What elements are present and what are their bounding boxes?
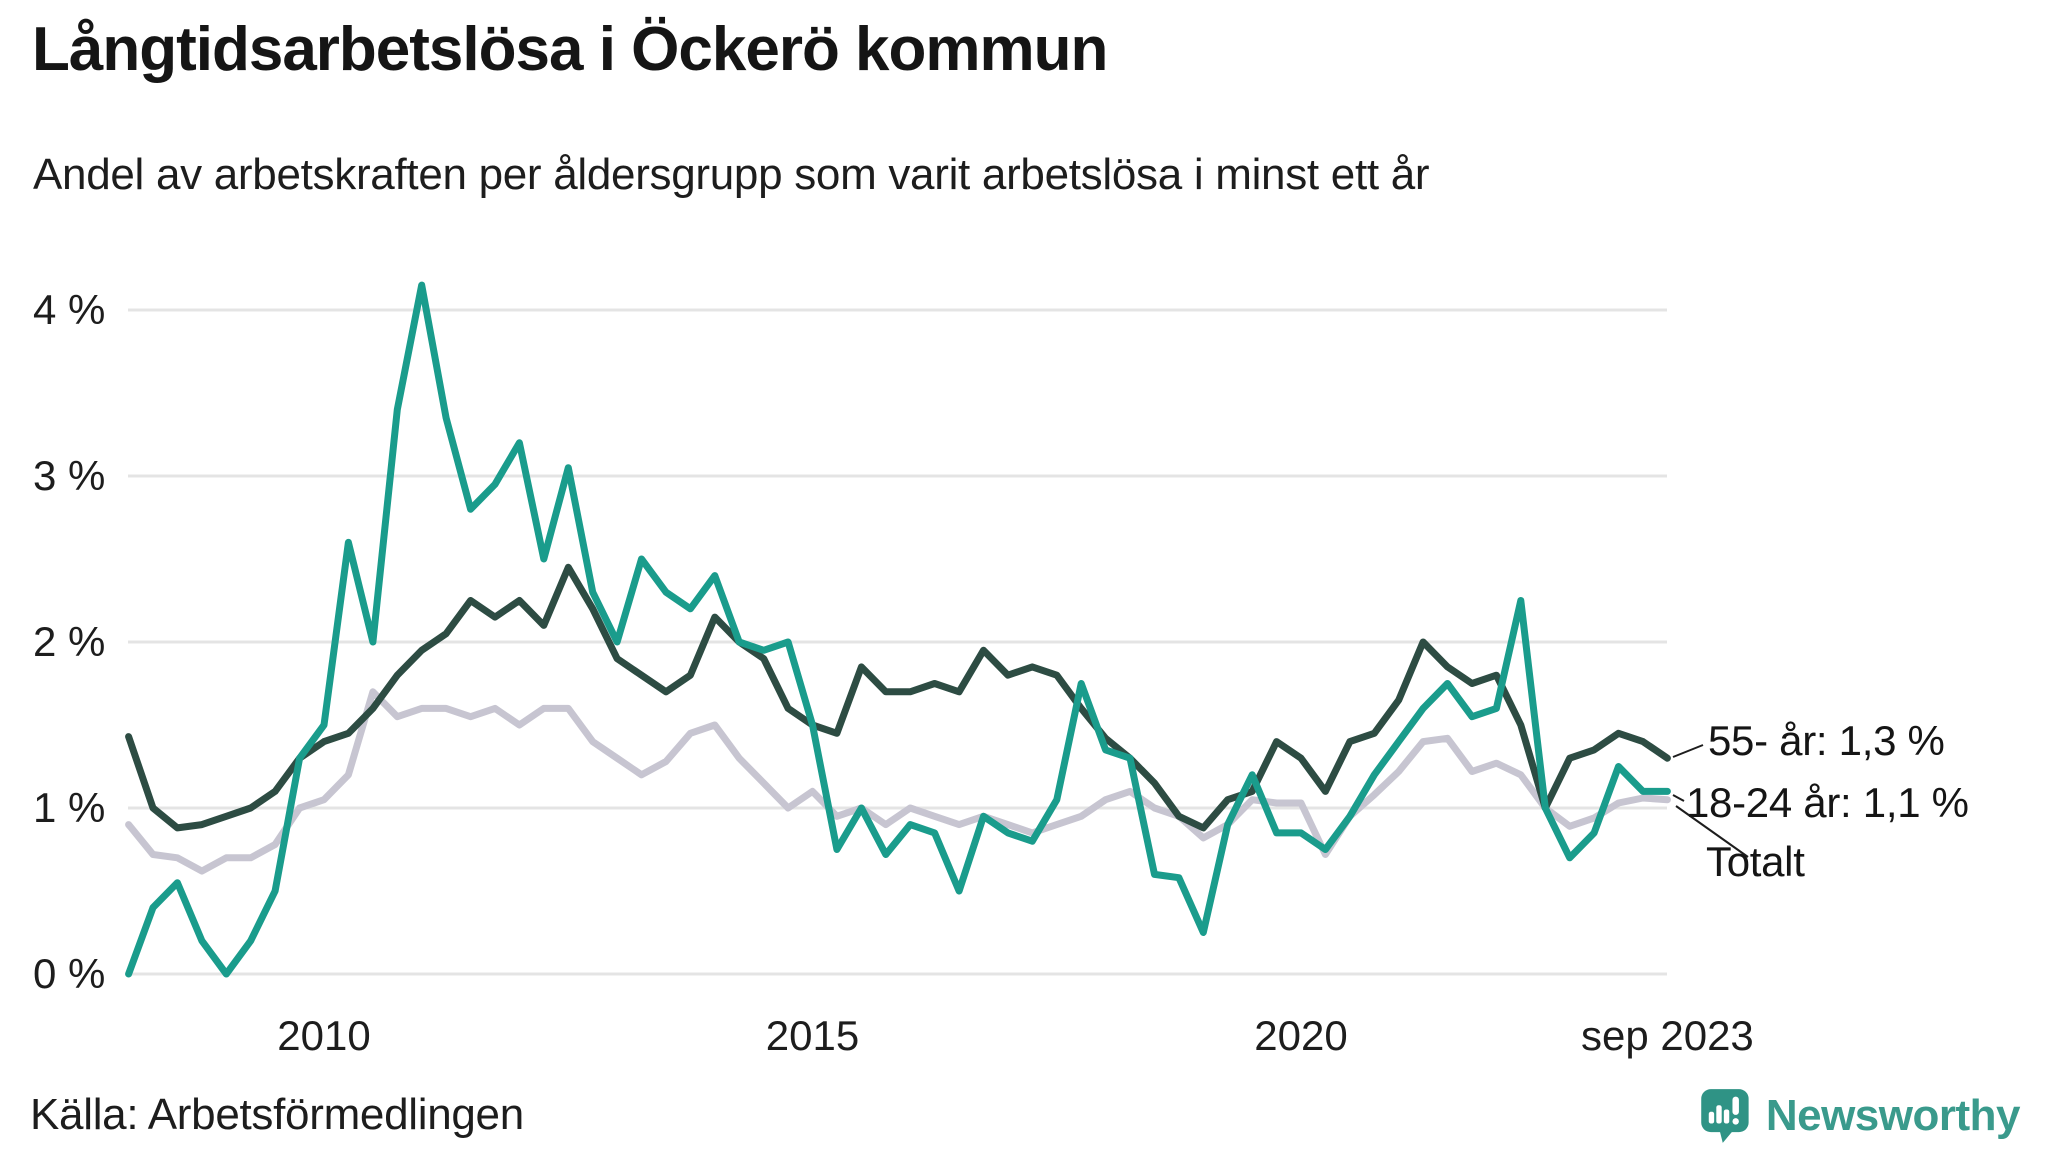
- annotation-connector-18-24-r: [1672, 794, 1685, 802]
- x-tick-label-2020: 2020: [1254, 1012, 1348, 1059]
- x-tick-label-2010: 2010: [277, 1012, 371, 1059]
- x-tick-label-sep-2023: sep 2023: [1580, 1012, 1754, 1059]
- annotation-18-24-r: 18-24 år: 1,1 %: [1686, 779, 1969, 826]
- annotation-connector-55-r: [1672, 744, 1704, 758]
- newsworthy-bubble-chart-icon: [1701, 1089, 1749, 1143]
- annotation-connector-totalt: [1675, 805, 1749, 858]
- series-line-totalt: [125, 688, 1671, 875]
- y-tick-label-4: 4 %: [33, 286, 106, 333]
- y-tick-label-3: 3 %: [33, 452, 106, 499]
- chart-subtitle: Andel av arbetskraften per åldersgrupp s…: [33, 150, 1430, 199]
- annotation-55-r: 55- år: 1,3 %: [1708, 717, 1945, 764]
- newsworthy-logo: Newsworthy: [1700, 1088, 2021, 1144]
- series-line-18-24-r: [125, 281, 1671, 978]
- y-tick-label-0: 0 %: [33, 950, 106, 997]
- y-tick-label-2: 2 %: [33, 618, 106, 665]
- source-text: Källa: Arbetsförmedlingen: [30, 1090, 524, 1139]
- chart-title: Långtidsarbetslösa i Öckerö kommun: [32, 15, 1108, 84]
- x-tick-label-2015: 2015: [765, 1012, 860, 1059]
- annotation-totalt: Totalt: [1706, 838, 1805, 885]
- series-line-55-r: [125, 563, 1671, 832]
- y-tick-label-1: 1 %: [33, 784, 106, 831]
- newsworthy-wordmark: Newsworthy: [1765, 1091, 2021, 1140]
